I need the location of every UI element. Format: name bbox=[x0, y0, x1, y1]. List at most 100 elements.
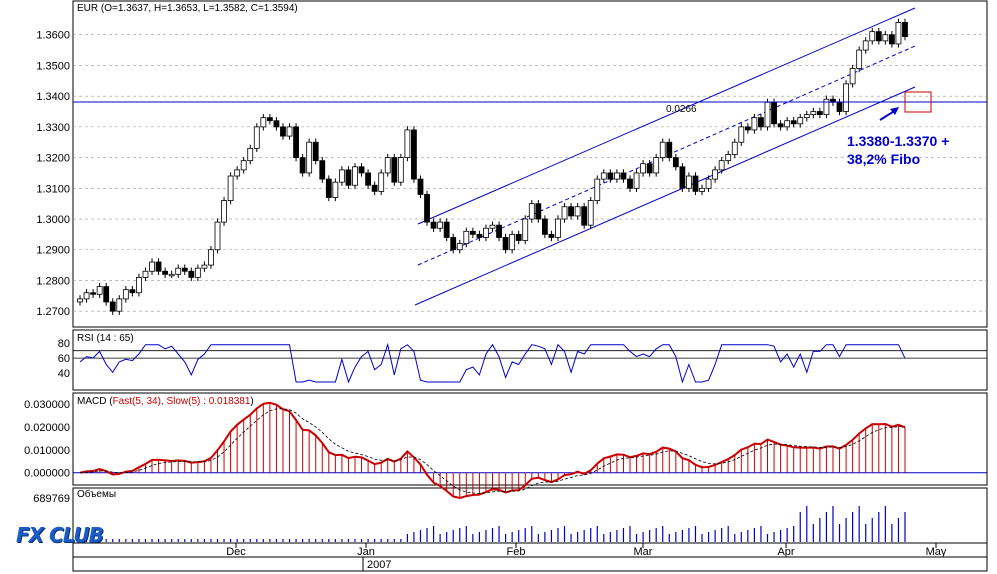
candle-body bbox=[574, 206, 581, 217]
candle-body bbox=[744, 126, 751, 131]
candle-body bbox=[83, 292, 90, 300]
price-tick-label: 1.2900 bbox=[36, 245, 70, 257]
macd-histogram bbox=[79, 401, 906, 500]
candle-body bbox=[875, 31, 882, 42]
candle-body bbox=[136, 276, 142, 294]
candle-body bbox=[168, 273, 175, 277]
month-label: Mar bbox=[634, 546, 653, 558]
candle-body bbox=[483, 227, 489, 238]
candle-body bbox=[116, 298, 123, 312]
macd-line bbox=[79, 401, 906, 500]
rsi-tick-label: 80 bbox=[58, 338, 70, 350]
volume-bars bbox=[79, 506, 906, 542]
candle-body bbox=[155, 261, 162, 272]
candle-body bbox=[260, 117, 267, 128]
price-axis: 1.2700 1.2800 1.2900 1.3000 1.3100 1.3200 1.33… bbox=[24, 30, 70, 480]
candle-body bbox=[266, 117, 273, 122]
price-tick-label: 1.3300 bbox=[36, 122, 70, 134]
candle-body bbox=[731, 141, 738, 155]
month-label: Apr bbox=[777, 546, 794, 558]
candle-body bbox=[751, 117, 758, 131]
candle-body bbox=[391, 157, 398, 183]
candle-body bbox=[312, 141, 319, 162]
year-label: 2007 bbox=[367, 559, 391, 571]
candle-body bbox=[705, 178, 712, 189]
price-tick-label: 1.2800 bbox=[36, 275, 70, 287]
grid-lines bbox=[73, 34, 987, 474]
candle-body bbox=[502, 237, 509, 251]
month-label: Dec bbox=[226, 546, 246, 558]
candle-body bbox=[594, 178, 601, 201]
candle-body bbox=[332, 181, 339, 198]
candle-body bbox=[424, 194, 430, 223]
price-tick-label: 1.3600 bbox=[36, 30, 70, 42]
candle-body bbox=[345, 169, 352, 186]
candle-body bbox=[784, 120, 791, 128]
trend-channel bbox=[414, 7, 916, 306]
candle-body bbox=[620, 172, 627, 180]
channel-lower-line bbox=[414, 86, 916, 306]
candle-body bbox=[227, 175, 234, 201]
candle-body bbox=[535, 203, 542, 220]
macd-tick-label: 0.020000 bbox=[24, 422, 70, 434]
candle-body bbox=[103, 286, 110, 303]
candle-body bbox=[384, 157, 391, 174]
level-label: 0.0266 bbox=[666, 104, 697, 115]
candle-body bbox=[188, 270, 195, 278]
candle-body bbox=[450, 237, 457, 251]
rsi-title: RSI (14 : 65) bbox=[77, 333, 134, 344]
candle-body bbox=[365, 172, 371, 186]
candle-body bbox=[456, 243, 463, 251]
main-panel bbox=[72, 0, 988, 328]
candle-body bbox=[633, 172, 640, 189]
candle-body bbox=[181, 267, 188, 272]
annotation-line-2: 38,2% Fibo bbox=[847, 151, 920, 167]
price-tick-label: 1.3400 bbox=[36, 91, 70, 103]
candle-body bbox=[836, 101, 843, 112]
candle-body bbox=[666, 141, 673, 158]
channel-upper-line bbox=[417, 7, 916, 225]
main-title: EUR (O=1.3637, H=1.3653, L=1.3582, C=1.3… bbox=[77, 3, 298, 14]
candle-body bbox=[889, 34, 895, 45]
candle-body bbox=[496, 224, 502, 238]
candlesticks bbox=[77, 18, 908, 315]
candle-body bbox=[659, 141, 666, 158]
candle-body bbox=[790, 120, 797, 125]
target-zone-box bbox=[904, 91, 932, 113]
candle-body bbox=[109, 301, 116, 312]
candle-body bbox=[541, 218, 548, 235]
candle-body bbox=[718, 160, 725, 171]
candle-body bbox=[614, 172, 620, 180]
candle-body bbox=[371, 184, 378, 192]
candle-body bbox=[771, 101, 777, 125]
candle-body bbox=[397, 157, 404, 183]
candle-body bbox=[443, 221, 450, 238]
candle-body bbox=[77, 298, 83, 303]
fxclub-logo: FX CLUB bbox=[4, 520, 124, 554]
candle-body bbox=[352, 166, 358, 186]
candle-body bbox=[437, 221, 444, 229]
candle-body bbox=[672, 157, 679, 168]
candle-body bbox=[90, 292, 96, 295]
macd-tick-label: 0.000000 bbox=[24, 468, 70, 480]
rsi-tick-label: 40 bbox=[58, 368, 70, 380]
candle-body bbox=[280, 126, 286, 137]
candle-body bbox=[692, 175, 699, 192]
candle-body bbox=[777, 123, 784, 128]
macd-title-params: Fast(5, 34), Slow(5) : 0.018381 bbox=[113, 396, 251, 407]
macd-title: MACD (Fast(5, 34), Slow(5) : 0.018381) bbox=[77, 396, 254, 407]
candle-body bbox=[273, 120, 280, 128]
rsi-panel bbox=[72, 329, 988, 391]
candle-body bbox=[862, 40, 869, 51]
candle-body bbox=[522, 218, 529, 241]
candle-body bbox=[528, 203, 535, 220]
candle-body bbox=[325, 178, 332, 198]
price-tick-label: 1.3000 bbox=[36, 214, 70, 226]
month-label: Jan bbox=[357, 546, 375, 558]
candle-body bbox=[823, 98, 830, 115]
candle-body bbox=[561, 206, 568, 220]
date-axis: Dec Jan Feb Mar Apr May bbox=[73, 543, 987, 571]
candle-body bbox=[581, 206, 588, 226]
macd-title-suffix: ) bbox=[250, 396, 253, 407]
